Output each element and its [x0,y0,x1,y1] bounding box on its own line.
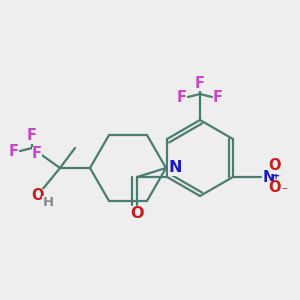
Text: ⁻: ⁻ [281,186,287,196]
Text: H: H [42,196,54,208]
Text: O: O [130,206,144,220]
Text: F: F [195,76,205,91]
Text: O: O [269,158,281,173]
Text: F: F [32,146,42,161]
Text: O: O [269,181,281,196]
Text: +: + [272,171,280,181]
Text: F: F [177,91,187,106]
Text: F: F [27,128,37,143]
Text: N: N [168,160,182,175]
Text: F: F [9,145,19,160]
Text: O: O [32,188,44,203]
Text: N: N [263,169,275,184]
Text: F: F [213,91,223,106]
